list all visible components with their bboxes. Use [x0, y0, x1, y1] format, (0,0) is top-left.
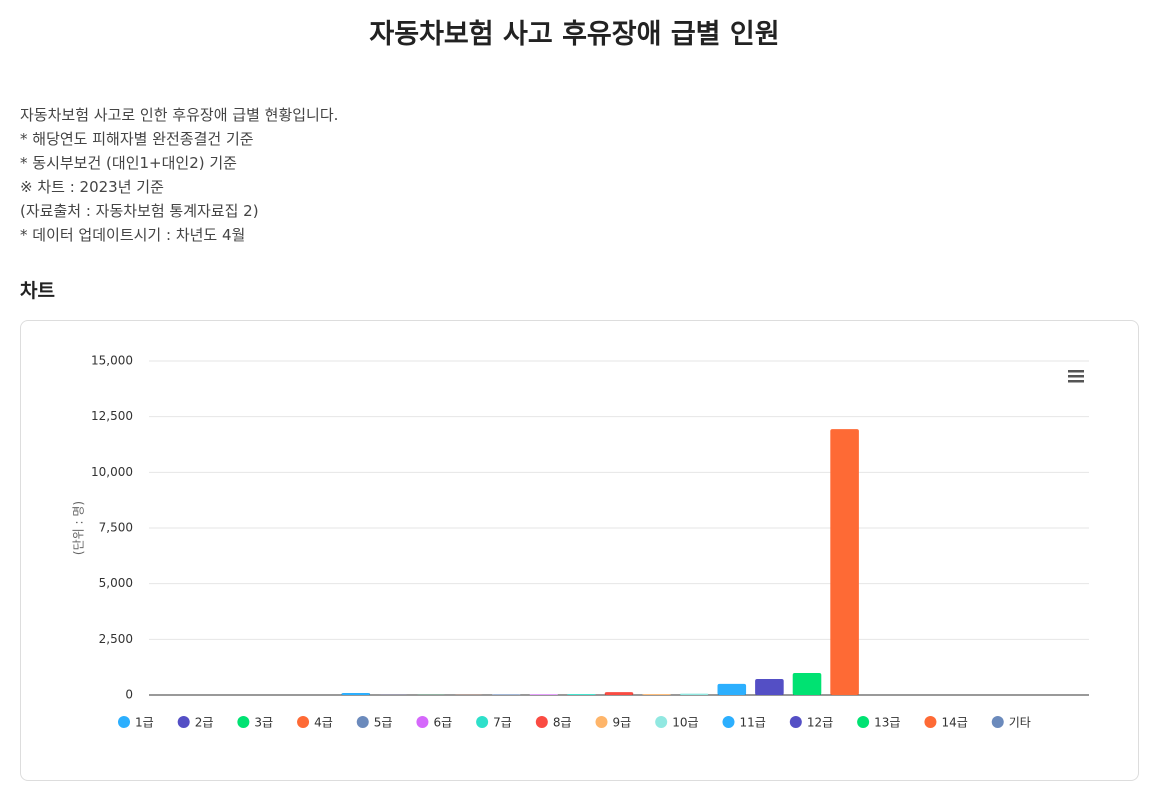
legend-symbol — [857, 716, 870, 728]
legend-symbol — [595, 716, 608, 728]
description-line: * 데이터 업데이트시기 : 차년도 4월 — [20, 226, 246, 244]
legend-label: 13급 — [874, 716, 900, 730]
y-tick-label: 2,500 — [99, 632, 133, 646]
legend-label: 3급 — [254, 716, 273, 730]
section-title: 차트 — [20, 280, 55, 302]
bar — [642, 694, 671, 695]
bar — [717, 683, 747, 695]
legend-label: 9급 — [613, 716, 632, 730]
legend-symbol — [356, 716, 369, 728]
legend-label: 5급 — [374, 716, 393, 730]
legend-label: 7급 — [493, 716, 512, 730]
bar — [567, 694, 596, 695]
legend-label: 4급 — [314, 716, 333, 730]
legend-symbol — [655, 716, 668, 728]
y-axis-label: (단위 : 명) — [72, 501, 86, 555]
bar — [679, 693, 709, 695]
legend-symbol — [476, 716, 489, 728]
legend-label: 2급 — [195, 716, 214, 730]
legend-symbol — [237, 716, 250, 728]
bar — [830, 429, 859, 695]
description: 자동차보험 사고로 인한 후유장애 급별 현황입니다. * 해당연도 피해자별 완… — [20, 103, 338, 247]
chart-card: 0 2,500 5,000 7,500 10,000 12,500 15,000 (단위 : … — [20, 320, 1139, 781]
legend-label: 14급 — [941, 716, 967, 730]
menu-icon[interactable] — [1068, 370, 1084, 383]
legend-label: 10급 — [672, 716, 698, 730]
page-title: 자동차보험 사고 후유장애 급별 인원 — [369, 19, 780, 50]
legend-symbol — [177, 716, 190, 728]
legend-symbol — [991, 716, 1004, 728]
y-tick-label: 12,500 — [91, 409, 133, 423]
description-line: * 동시부보건 (대인1+대인2) 기준 — [20, 154, 237, 172]
chart: 0 2,500 5,000 7,500 10,000 12,500 15,000 (단위 : … — [72, 354, 1089, 730]
description-line: ※ 차트 : 2023년 기준 — [20, 178, 164, 196]
description-line: * 해당연도 피해자별 완전종결건 기준 — [20, 130, 254, 148]
bar — [341, 692, 371, 695]
bar — [604, 692, 634, 695]
description-line: (자료출처 : 자동차보험 통계자료집 2) — [20, 202, 259, 220]
bar — [792, 672, 822, 695]
legend-symbol — [416, 716, 429, 728]
legend-label: 8급 — [553, 716, 572, 730]
bar — [491, 694, 521, 695]
y-tick-label: 5,000 — [99, 576, 133, 590]
bar — [755, 678, 784, 695]
legend-label: 11급 — [740, 716, 766, 730]
y-tick-label: 10,000 — [91, 465, 133, 479]
legend-label: 12급 — [807, 716, 833, 730]
legend-label: 기타 — [1009, 716, 1031, 730]
legend-symbol — [535, 716, 548, 728]
legend-symbol — [924, 716, 937, 728]
description-line: 자동차보험 사고로 인한 후유장애 급별 현황입니다. — [20, 106, 339, 124]
legend-symbol — [789, 716, 802, 728]
legend-symbol — [118, 716, 130, 728]
bar — [529, 694, 559, 695]
legend-symbol — [297, 716, 310, 728]
y-tick-label: 15,000 — [91, 354, 133, 368]
y-tick-label: 0 — [125, 688, 133, 702]
legend-symbol — [722, 716, 735, 728]
legend-label: 1급 — [135, 716, 154, 730]
legend-label: 6급 — [433, 716, 452, 730]
y-tick-label: 7,500 — [99, 521, 133, 535]
